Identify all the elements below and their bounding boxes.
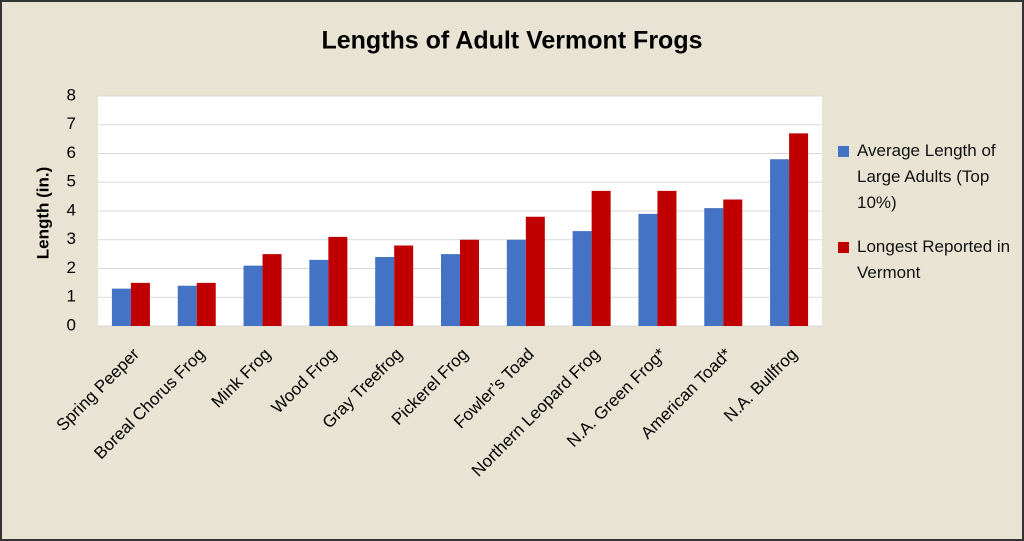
bar — [704, 208, 724, 326]
y-tick-label: 4 — [67, 200, 76, 219]
bar — [525, 216, 545, 326]
bar — [243, 265, 263, 326]
bar — [770, 159, 790, 326]
bar — [723, 199, 743, 326]
y-tick-label: 3 — [67, 229, 76, 248]
y-tick-label: 7 — [67, 114, 76, 133]
x-tick-label: Wood Frog — [268, 345, 341, 418]
legend-swatch — [838, 242, 849, 253]
chart-title: Lengths of Adult Vermont Frogs — [321, 27, 702, 55]
bar — [328, 236, 348, 326]
legend-label: Longest Reported in Vermont — [857, 237, 1011, 282]
y-tick-label: 8 — [67, 85, 76, 104]
bar — [572, 231, 592, 326]
bar — [460, 239, 479, 326]
bar — [375, 257, 395, 326]
x-tick-label: Boreal Chorus Frog — [90, 345, 208, 463]
bar — [309, 259, 329, 326]
bar — [177, 285, 197, 326]
legend-label: Average Length of Large Adults (Top 10%) — [857, 141, 996, 212]
bar — [394, 245, 414, 326]
bar — [506, 239, 526, 326]
y-tick-label: 2 — [67, 258, 76, 277]
bar — [638, 213, 658, 326]
bar — [789, 133, 809, 326]
y-axis-label: Length (in.) — [33, 167, 52, 260]
legend-swatch — [838, 146, 849, 157]
bar — [441, 254, 460, 326]
bar — [262, 254, 282, 326]
bar — [130, 282, 150, 326]
y-tick-label: 1 — [67, 287, 76, 306]
bar — [591, 190, 611, 326]
y-tick-label: 6 — [67, 143, 76, 162]
bar — [111, 288, 131, 326]
y-tick-label: 0 — [67, 315, 76, 334]
x-tick-label: Mink Frog — [208, 345, 275, 412]
bar — [196, 282, 216, 326]
x-tick-label: Northern Leopard Frog — [468, 345, 604, 481]
bar — [657, 190, 677, 326]
y-tick-label: 5 — [67, 172, 76, 191]
legend-item: Average Length of Large Adults (Top 10%) — [838, 138, 1022, 216]
legend-item: Longest Reported in Vermont — [838, 234, 1022, 286]
